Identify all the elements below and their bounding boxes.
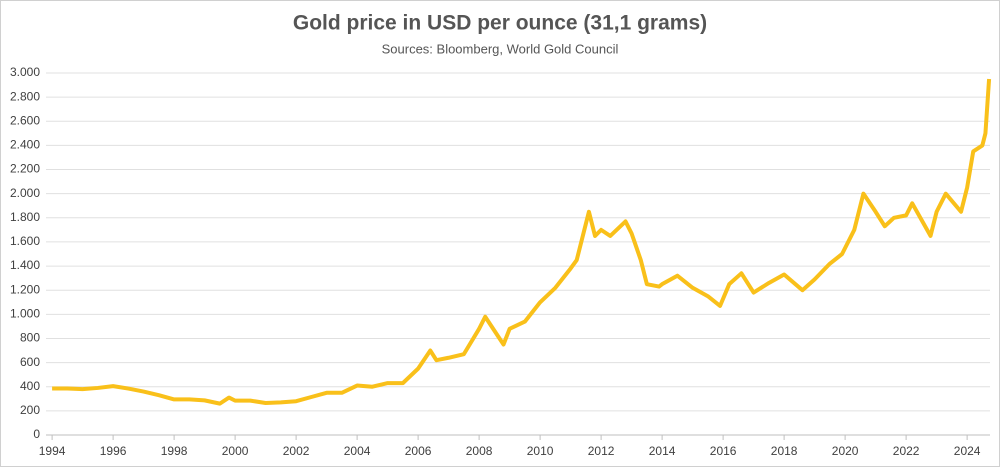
y-tick-label: 800 xyxy=(20,331,40,345)
y-tick-label: 400 xyxy=(20,379,40,393)
y-tick-label: 2.000 xyxy=(10,186,40,200)
y-tick-label: 1.200 xyxy=(10,282,40,296)
y-tick-label: 2.400 xyxy=(10,138,40,152)
x-tick-label: 2004 xyxy=(344,444,371,458)
x-tick-label: 1994 xyxy=(39,444,66,458)
y-tick-label: 200 xyxy=(20,403,40,417)
x-tick-label: 2014 xyxy=(649,444,676,458)
chart-subtitle: Sources: Bloomberg, World Gold Council xyxy=(382,41,619,56)
chart-title: Gold price in USD per ounce (31,1 grams) xyxy=(293,12,707,35)
y-tick-label: 2.600 xyxy=(10,113,40,127)
y-tick-label: 1.800 xyxy=(10,210,40,224)
y-tick-label: 600 xyxy=(20,355,40,369)
x-tick-label: 2002 xyxy=(283,444,310,458)
x-tick-label: 2006 xyxy=(405,444,432,458)
x-tick-label: 2024 xyxy=(954,444,981,458)
y-tick-label: 3.000 xyxy=(10,65,40,79)
x-tick-label: 2018 xyxy=(771,444,798,458)
y-tick-label: 1.000 xyxy=(10,307,40,321)
x-tick-label: 1996 xyxy=(100,444,127,458)
x-tick-label: 2012 xyxy=(588,444,615,458)
x-tick-label: 2000 xyxy=(222,444,249,458)
x-tick-label: 2016 xyxy=(710,444,737,458)
y-tick-label: 2.800 xyxy=(10,89,40,103)
y-tick-label: 1.600 xyxy=(10,234,40,248)
x-tick-label: 2022 xyxy=(893,444,920,458)
y-tick-label: 0 xyxy=(33,427,40,441)
x-tick-label: 1998 xyxy=(161,444,188,458)
y-tick-label: 1.400 xyxy=(10,258,40,272)
x-tick-label: 2008 xyxy=(466,444,493,458)
price-line xyxy=(52,78,992,406)
x-tick-label: 2010 xyxy=(527,444,554,458)
x-tick-label: 2020 xyxy=(832,444,859,458)
y-tick-label: 2.200 xyxy=(10,162,40,176)
